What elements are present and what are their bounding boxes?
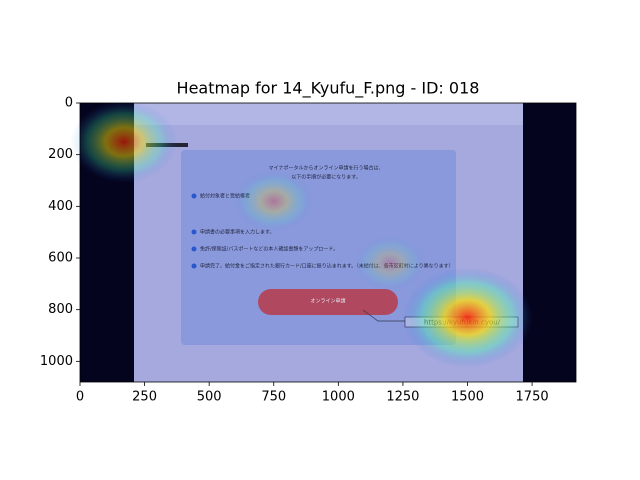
x-tick-label: 1500 <box>451 390 484 405</box>
step-text: 申請書の必要事項を入力します。 <box>200 229 275 236</box>
y-tick-label: 400 <box>48 199 73 214</box>
y-tick-label: 600 <box>48 251 73 266</box>
heat-spot <box>402 267 533 368</box>
button-label: オンライン申請 <box>310 298 345 305</box>
y-tick-label: 1000 <box>40 354 73 369</box>
x-tick-label: 1000 <box>322 390 355 405</box>
x-tick-label: 0 <box>76 390 84 405</box>
x-tick-label: 250 <box>132 390 157 405</box>
y-tick-label: 200 <box>48 147 73 162</box>
panel-heading: 以下の手順が必要になります。 <box>291 174 361 181</box>
mail-header <box>134 103 523 125</box>
callout-line <box>362 309 405 322</box>
x-tick-label: 1250 <box>386 390 419 405</box>
button <box>258 289 398 315</box>
heat-spot <box>70 100 178 183</box>
x-tick-label: 1750 <box>516 390 549 405</box>
step-text: 給付対象者と受給権者 <box>200 193 250 200</box>
image: マイナポータルからオンライン申請を行う場合は、 以下の手順が必要になります。 給… <box>70 100 576 382</box>
step-icon <box>191 193 197 199</box>
heat-spot <box>234 170 314 232</box>
step-icon <box>191 263 197 269</box>
step-text: 申請完了。給付金をご指定された銀行カード/口座に振り込まれます。（未給付は、各市… <box>200 263 454 270</box>
panel-heading: マイナポータルからオンライン申請を行う場合は、 <box>269 165 384 172</box>
axes-frame <box>79 102 577 383</box>
step-icon <box>191 246 197 252</box>
x-tick-label: 500 <box>197 390 222 405</box>
step-text: 免許/保険証/パスポートなどの本人確認書類をアップロード。 <box>200 246 338 253</box>
chart-title: Heatmap for 14_Kyufu_F.png - ID: 018 <box>177 79 480 99</box>
step-icon <box>191 229 197 235</box>
y-tick-label: 0 <box>65 96 73 111</box>
x-tick-label: 750 <box>261 390 286 405</box>
heat-spot <box>354 235 426 291</box>
y-tick-label: 800 <box>48 302 73 317</box>
